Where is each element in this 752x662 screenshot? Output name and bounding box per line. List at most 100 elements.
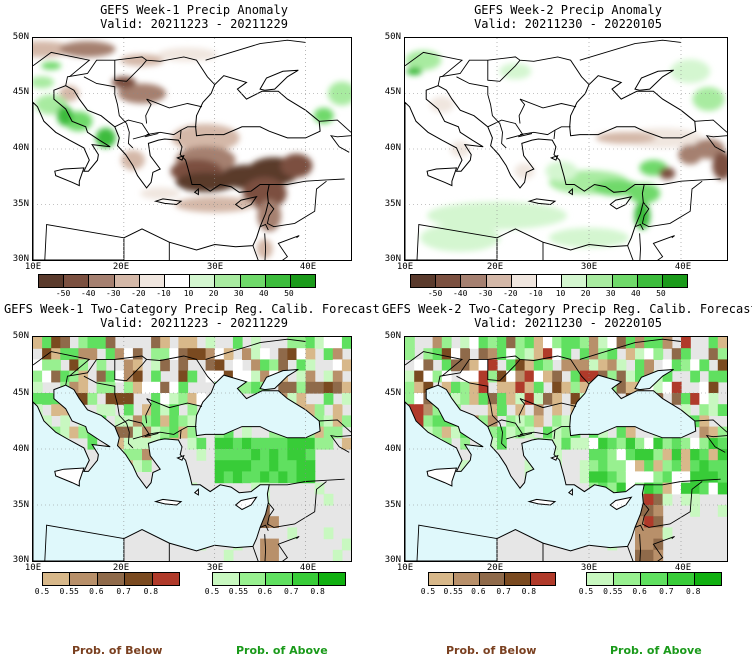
colorbar-swatch [213, 573, 240, 585]
anomaly-map [32, 37, 352, 261]
colorbar-swatch [587, 573, 614, 585]
colorbar-tick-label: 0.7 [283, 587, 299, 596]
colorbar-swatch [486, 275, 512, 287]
lat-label: 30N [384, 555, 401, 565]
colorbar-tick-label: 0.55 [59, 587, 79, 596]
colorbar-swatch [70, 573, 98, 585]
colorbar-tick-label: 0.8 [310, 587, 325, 596]
lat-label: 40N [12, 143, 29, 153]
colorbar-swatch [662, 275, 688, 287]
lat-label: 50N [12, 331, 29, 341]
map-graphic [405, 38, 727, 260]
colorbar-swatch [239, 573, 267, 585]
colorbar-tick-label: -50 [55, 289, 71, 298]
colorbar-swatch [536, 275, 563, 287]
colorbar-tick-label: -50 [427, 289, 443, 298]
colorbar-swatch [319, 573, 345, 585]
panel-title: GEFS Week-2 Precip Anomaly [474, 3, 662, 17]
lon-label: 30E [206, 262, 224, 272]
colorbar-tick-label: 0.6 [257, 587, 273, 596]
colorbar-tick-label: 0.8 [685, 587, 701, 596]
colorbar-swatch [637, 275, 663, 287]
lon-label: 40E [299, 262, 317, 272]
lat-label: 35N [12, 199, 29, 209]
lon-label: 20E [112, 563, 130, 573]
lat-label: 40N [384, 444, 401, 454]
colorbar-tick-label: 10 [555, 289, 566, 298]
lon-label: 30E [206, 563, 224, 573]
colorbar-swatch [436, 275, 462, 287]
colorbar-swatch [139, 275, 165, 287]
colorbar-swatch [614, 573, 641, 585]
colorbar-tick-label: 0.5 [578, 587, 594, 596]
colorbar-tick-label: -10 [528, 289, 543, 298]
colorbar-tick-label: 0.8 [521, 587, 537, 596]
colorbar-swatch [454, 573, 480, 585]
colorbar-swatch [89, 275, 115, 287]
lon-label: 40E [674, 262, 692, 272]
colorbar-swatch [505, 573, 531, 585]
panel-valid-dates: Valid: 20211230 - 20220105 [474, 316, 662, 330]
lat-label: 50N [12, 32, 29, 42]
prob-above-label: Prob. of Above [236, 644, 328, 657]
colorbar-tick-label: 0.55 [603, 587, 623, 596]
colorbar-swatch [562, 275, 588, 287]
lat-label: 40N [12, 444, 29, 454]
colorbar-swatch [479, 573, 506, 585]
lat-label: 45N [12, 388, 29, 398]
colorbar-tick-label: 30 [605, 289, 616, 298]
map-graphic [33, 337, 351, 561]
panel-valid-dates: Valid: 20211223 - 20211229 [100, 17, 288, 31]
lon-label: 40E [674, 563, 692, 573]
colorbar-tick-label: 0.6 [632, 587, 647, 596]
prob-above-label: Prob. of Above [610, 644, 702, 657]
colorbar-swatch [461, 275, 487, 287]
colorbar-tick-label: 40 [258, 289, 269, 298]
below-colorbar [42, 572, 180, 586]
lat-label: 45N [384, 87, 401, 97]
colorbar-tick-label: 0.8 [143, 587, 159, 596]
colorbar-swatch [587, 275, 613, 287]
lat-label: 35N [384, 199, 401, 209]
lon-label: 10E [24, 563, 42, 573]
anomaly-colorbar [410, 274, 688, 288]
colorbar-tick-label: -40 [80, 289, 96, 298]
colorbar-tick-label: -30 [106, 289, 121, 298]
panel-title: GEFS Week-2 Two-Category Precip Reg. Cal… [382, 302, 752, 316]
colorbar-swatch [292, 573, 320, 585]
colorbar-tick-label: 50 [284, 289, 294, 298]
colorbar-swatch [215, 275, 241, 287]
lon-label: 30E [580, 563, 598, 573]
colorbar-swatch [152, 573, 180, 585]
colorbar-swatch [114, 275, 140, 287]
colorbar-tick-label: 0.5 [420, 587, 436, 596]
colorbar-swatch [97, 573, 126, 585]
colorbar-swatch [265, 275, 291, 287]
lon-label: 20E [112, 262, 130, 272]
colorbar-swatch [125, 573, 153, 585]
colorbar-tick-label: -40 [452, 289, 468, 298]
colorbar-tick-label: 0.7 [659, 587, 674, 596]
lat-label: 30N [12, 555, 29, 565]
lon-label: 40E [299, 563, 317, 573]
colorbar-swatch [164, 275, 191, 287]
colorbar-swatch [695, 573, 721, 585]
lat-label: 30N [384, 254, 401, 264]
colorbar-tick-label: 0.7 [496, 587, 511, 596]
colorbar-tick-label: -30 [478, 289, 493, 298]
colorbar-swatch [190, 275, 216, 287]
colorbar-tick-label: -10 [156, 289, 171, 298]
panel-title: GEFS Week-1 Two-Category Precip Reg. Cal… [4, 302, 380, 316]
map-graphic [33, 38, 351, 260]
lat-label: 35N [12, 500, 29, 510]
colorbar-swatch [530, 573, 556, 585]
colorbar-tick-label: 20 [208, 289, 219, 298]
colorbar-tick-label: 20 [580, 289, 591, 298]
anomaly-map [404, 37, 728, 261]
probability-map [32, 336, 352, 562]
above-colorbar [586, 572, 722, 586]
lon-label: 20E [486, 262, 504, 272]
colorbar-swatch [411, 275, 437, 287]
colorbar-tick-label: 0.55 [443, 587, 463, 596]
colorbar-tick-label: 0.55 [228, 587, 249, 596]
